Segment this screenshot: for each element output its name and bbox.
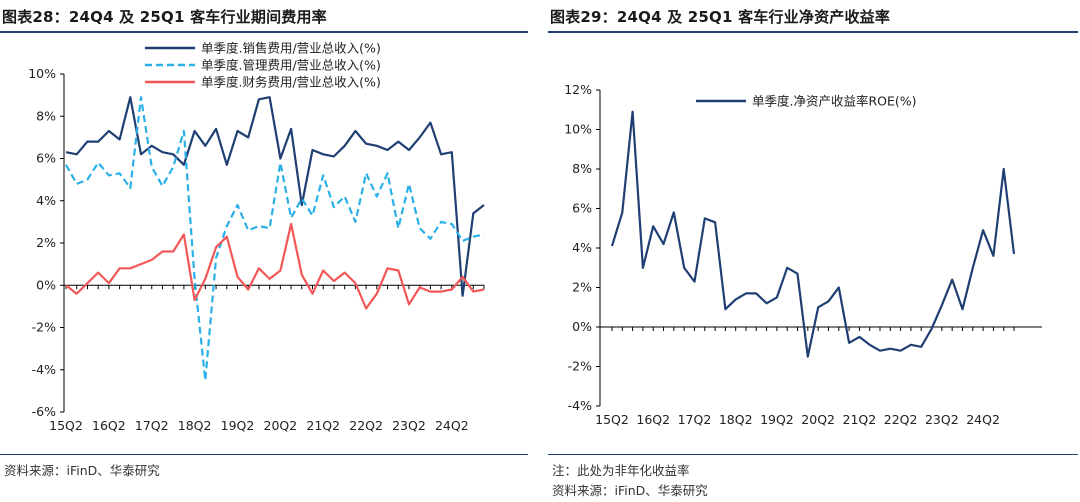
title-divider — [548, 31, 1078, 33]
chart-footnote: 注：此处为非年化收益率 — [552, 463, 690, 478]
series-line-1 — [610, 110, 1016, 358]
x-tick-label: 23Q2 — [392, 418, 426, 433]
y-tick-label: 8% — [36, 108, 56, 123]
chart-title-prefix: 图表28： — [2, 8, 69, 26]
roe-chart: -4% -2% 0% 2% 4% 6% 8% 10% 12% 15Q2 16Q2 17Q2 18Q2 19… — [564, 82, 1042, 427]
chart-panel-roe: 图表29：24Q4 及 25Q1 客车行业净资产收益率 -4% -2% 0% 2% 4%… — [548, 0, 1080, 502]
y-tick-label: 6% — [572, 201, 592, 216]
source-note: 资料来源：iFinD、华泰研究 — [4, 463, 160, 478]
x-tick-label: 15Q2 — [49, 418, 83, 433]
legend-label: 单季度.销售费用/营业总收入(%) — [201, 41, 381, 56]
chart-title-text: 24Q4 及 25Q1 客车行业净资产收益率 — [616, 8, 891, 26]
chart-panel-expense-ratio: 图表28：24Q4 及 25Q1 客车行业期间费用率 -6% -4% -2% 0% 2%… — [0, 0, 530, 502]
x-tick-label: 21Q2 — [306, 418, 340, 433]
y-tick-label: 0% — [36, 277, 56, 292]
series-line-3 — [65, 222, 485, 310]
y-tick-label: -2% — [32, 320, 56, 335]
chart-title-prefix: 图表29： — [550, 8, 617, 26]
x-tick-label: 18Q2 — [178, 418, 212, 433]
legend-label: 单季度.净资产收益率ROE(%) — [752, 94, 917, 109]
y-tick-label: 2% — [572, 280, 592, 295]
y-tick-label: 10% — [28, 66, 56, 81]
y-tick-label: -2% — [568, 359, 592, 374]
x-tick-label: 16Q2 — [636, 412, 670, 427]
series-line-1 — [65, 96, 485, 297]
series-line-2 — [65, 96, 485, 382]
x-tick-label: 18Q2 — [719, 412, 753, 427]
title-divider — [0, 31, 528, 33]
y-tick-label: 4% — [572, 240, 592, 255]
x-tick-label: 24Q2 — [966, 412, 1000, 427]
x-tick-label: 17Q2 — [678, 412, 712, 427]
source-note: 资料来源：iFinD、华泰研究 — [552, 483, 708, 498]
x-tick-label: 15Q2 — [595, 412, 629, 427]
x-tick-label: 19Q2 — [760, 412, 794, 427]
y-tick-label: 12% — [564, 82, 592, 97]
y-tick-label: -4% — [568, 398, 592, 413]
x-tick-label: 16Q2 — [92, 418, 126, 433]
x-tick-label: 20Q2 — [801, 412, 835, 427]
source-divider — [548, 454, 1078, 455]
y-tick-label: 10% — [564, 122, 592, 137]
source-divider — [0, 454, 528, 455]
x-tick-label: 23Q2 — [925, 412, 959, 427]
y-tick-label: 8% — [572, 161, 592, 176]
x-tick-label: 21Q2 — [843, 412, 877, 427]
legend-label: 单季度.财务费用/营业总收入(%) — [201, 75, 381, 90]
y-tick-label: -4% — [32, 362, 56, 377]
chart-title: 图表28：24Q4 及 25Q1 客车行业期间费用率 — [2, 6, 327, 27]
x-tick-label: 17Q2 — [135, 418, 169, 433]
chart-title: 图表29：24Q4 及 25Q1 客车行业净资产收益率 — [550, 6, 890, 27]
x-tick-label: 20Q2 — [264, 418, 298, 433]
y-tick-label: -6% — [32, 404, 56, 419]
chart-title-text: 24Q4 及 25Q1 客车行业期间费用率 — [68, 8, 327, 26]
legend-label: 单季度.管理费用/营业总收入(%) — [201, 58, 381, 73]
y-tick-label: 0% — [572, 319, 592, 334]
x-tick-label: 22Q2 — [349, 418, 383, 433]
y-tick-label: 4% — [36, 193, 56, 208]
x-tick-label: 22Q2 — [884, 412, 918, 427]
x-tick-label: 19Q2 — [221, 418, 255, 433]
y-tick-label: 2% — [36, 235, 56, 250]
expense-ratio-chart: -6% -4% -2% 0% 2% 4% 6% 8% 10% 15Q2 16Q2 17Q2 18Q2 19… — [28, 41, 485, 433]
y-tick-label: 6% — [36, 151, 56, 166]
x-tick-label: 24Q2 — [435, 418, 469, 433]
